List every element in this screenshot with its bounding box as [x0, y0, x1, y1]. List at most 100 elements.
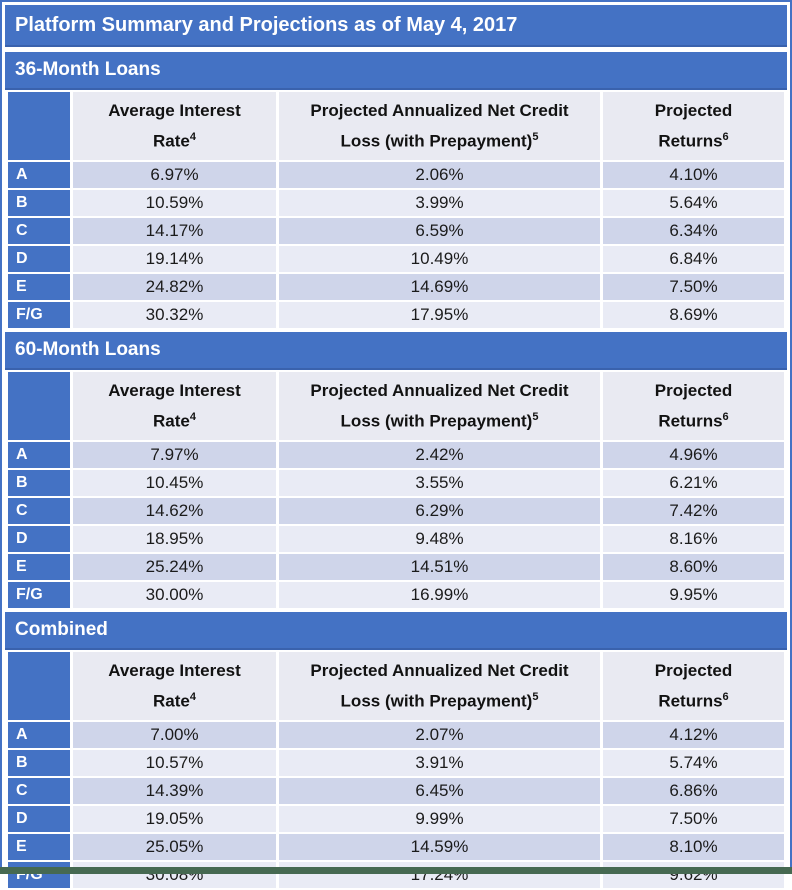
column-header-credit-loss: Projected Annualized Net Credit Loss (wi… — [279, 92, 600, 160]
grade-label: E — [8, 834, 70, 860]
credit-loss-value: 10.49% — [279, 246, 600, 272]
grade-label: D — [8, 806, 70, 832]
projected-return-value: 7.50% — [603, 274, 784, 300]
table-row: E 25.05% 14.59% 8.10% — [8, 834, 784, 860]
table-row: B 10.45% 3.55% 6.21% — [8, 470, 784, 496]
header-line2: Loss (with Prepayment) — [340, 691, 533, 711]
interest-rate-value: 14.17% — [73, 218, 276, 244]
header-line2: Rate — [153, 691, 190, 711]
corner-cell — [8, 92, 70, 160]
table-36-month: Average Interest Rate4 Projected Annuali… — [5, 90, 787, 330]
grade-label: A — [8, 442, 70, 468]
table-row: C 14.39% 6.45% 6.86% — [8, 778, 784, 804]
grade-label: A — [8, 162, 70, 188]
footnote-marker: 6 — [722, 130, 729, 143]
projected-return-value: 5.74% — [603, 750, 784, 776]
table-row: C 14.17% 6.59% 6.34% — [8, 218, 784, 244]
footnote-marker: 5 — [532, 690, 539, 703]
header-line2: Loss (with Prepayment) — [340, 131, 533, 151]
header-line2: Returns — [658, 411, 723, 431]
grade-label: B — [8, 470, 70, 496]
interest-rate-value: 30.32% — [73, 302, 276, 328]
column-header-interest-rate: Average Interest Rate4 — [73, 92, 276, 160]
credit-loss-value: 17.95% — [279, 302, 600, 328]
credit-loss-value: 9.99% — [279, 806, 600, 832]
table-60-month: Average Interest Rate4 Projected Annuali… — [5, 370, 787, 610]
header-line1: Average Interest — [108, 660, 241, 680]
interest-rate-value: 19.05% — [73, 806, 276, 832]
header-line2: Rate — [153, 131, 190, 151]
credit-loss-value: 6.29% — [279, 498, 600, 524]
column-header-interest-rate: Average Interest Rate4 — [73, 652, 276, 720]
column-header-row: Average Interest Rate4 Projected Annuali… — [8, 92, 784, 160]
table-row: E 24.82% 14.69% 7.50% — [8, 274, 784, 300]
projected-return-value: 6.34% — [603, 218, 784, 244]
grade-label: F/G — [8, 582, 70, 608]
table-row: A 7.00% 2.07% 4.12% — [8, 722, 784, 748]
column-header-row: Average Interest Rate4 Projected Annuali… — [8, 372, 784, 440]
interest-rate-value: 10.59% — [73, 190, 276, 216]
projected-return-value: 4.96% — [603, 442, 784, 468]
header-line2: Loss (with Prepayment) — [340, 411, 533, 431]
projected-return-value: 8.16% — [603, 526, 784, 552]
header-line2: Returns — [658, 691, 723, 711]
interest-rate-value: 25.24% — [73, 554, 276, 580]
table-row: D 19.14% 10.49% 6.84% — [8, 246, 784, 272]
header-line1: Projected Annualized Net Credit — [310, 100, 569, 120]
section-heading-36-month: 36-Month Loans — [5, 52, 787, 90]
table-combined: Average Interest Rate4 Projected Annuali… — [5, 650, 787, 890]
grade-label: E — [8, 554, 70, 580]
grade-label: D — [8, 526, 70, 552]
column-header-credit-loss: Projected Annualized Net Credit Loss (wi… — [279, 372, 600, 440]
header-line1: Projected — [654, 380, 733, 400]
interest-rate-value: 10.57% — [73, 750, 276, 776]
grade-label: C — [8, 498, 70, 524]
footnote-marker: 5 — [532, 410, 539, 423]
corner-cell — [8, 372, 70, 440]
grade-label: B — [8, 190, 70, 216]
grade-label: B — [8, 750, 70, 776]
credit-loss-value: 2.07% — [279, 722, 600, 748]
grade-label: A — [8, 722, 70, 748]
credit-loss-value: 2.06% — [279, 162, 600, 188]
table-row: D 19.05% 9.99% 7.50% — [8, 806, 784, 832]
interest-rate-value: 24.82% — [73, 274, 276, 300]
table-row: C 14.62% 6.29% 7.42% — [8, 498, 784, 524]
header-line1: Projected — [654, 100, 733, 120]
grade-label: C — [8, 778, 70, 804]
credit-loss-value: 14.59% — [279, 834, 600, 860]
footnote-marker: 4 — [189, 130, 196, 143]
grade-label: E — [8, 274, 70, 300]
interest-rate-value: 30.08% — [73, 862, 276, 888]
projected-return-value: 8.10% — [603, 834, 784, 860]
column-header-row: Average Interest Rate4 Projected Annuali… — [8, 652, 784, 720]
column-header-projected-returns: Projected Returns6 — [603, 652, 784, 720]
header-line2: Rate — [153, 411, 190, 431]
interest-rate-value: 7.97% — [73, 442, 276, 468]
header-line2: Returns — [658, 131, 723, 151]
projected-return-value: 7.42% — [603, 498, 784, 524]
table-row: B 10.59% 3.99% 5.64% — [8, 190, 784, 216]
header-line1: Average Interest — [108, 380, 241, 400]
header-line1: Projected Annualized Net Credit — [310, 380, 569, 400]
projected-return-value: 8.69% — [603, 302, 784, 328]
interest-rate-value: 18.95% — [73, 526, 276, 552]
column-header-projected-returns: Projected Returns6 — [603, 92, 784, 160]
projected-return-value: 6.21% — [603, 470, 784, 496]
projected-return-value: 9.95% — [603, 582, 784, 608]
credit-loss-value: 16.99% — [279, 582, 600, 608]
header-line1: Average Interest — [108, 100, 241, 120]
column-header-credit-loss: Projected Annualized Net Credit Loss (wi… — [279, 652, 600, 720]
footnote-marker: 6 — [722, 410, 729, 423]
table-row: D 18.95% 9.48% 8.16% — [8, 526, 784, 552]
credit-loss-value: 9.48% — [279, 526, 600, 552]
table-row: A 7.97% 2.42% 4.96% — [8, 442, 784, 468]
table-row: F/G 30.08% 17.24% 9.62% — [8, 862, 784, 888]
column-header-projected-returns: Projected Returns6 — [603, 372, 784, 440]
grade-label: D — [8, 246, 70, 272]
interest-rate-value: 7.00% — [73, 722, 276, 748]
page-title: Platform Summary and Projections as of M… — [5, 5, 787, 47]
table-row: B 10.57% 3.91% 5.74% — [8, 750, 784, 776]
section-heading-combined: Combined — [5, 612, 787, 650]
